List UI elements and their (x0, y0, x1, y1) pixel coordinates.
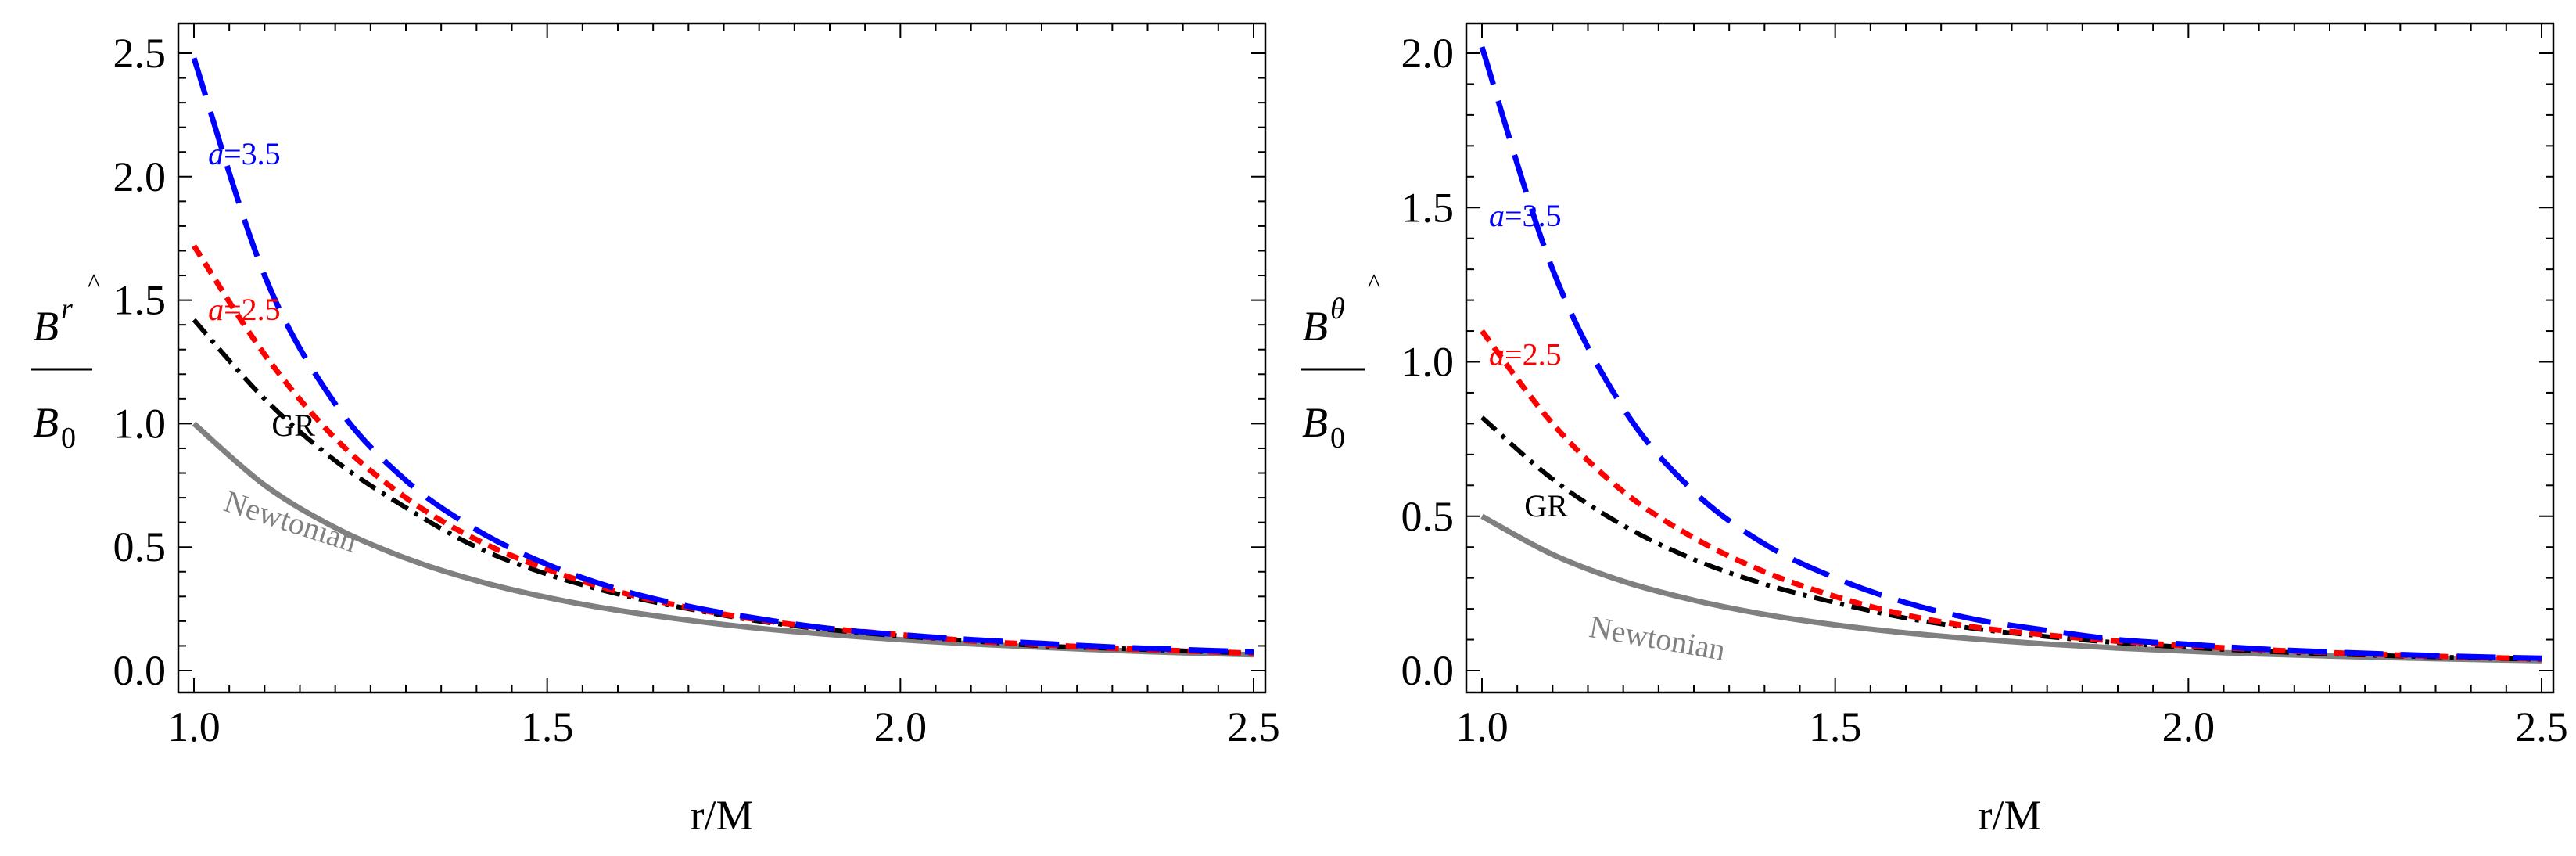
annotation-text: =2.5 (1505, 336, 1562, 372)
y-tick-label: 1.0 (1401, 339, 1455, 386)
annotation-text: =3.5 (1505, 198, 1562, 233)
series-annotation: Newtonian (1587, 609, 1728, 667)
series-line-a-2-5 (192, 244, 1254, 656)
y-axis-label-hat: ^ (1368, 269, 1380, 298)
y-tick-label: 0.5 (113, 523, 167, 570)
y-tick-label: 0.0 (1401, 647, 1455, 694)
annotation-text: =2.5 (224, 292, 281, 327)
y-axis-label-hat: ^ (88, 269, 100, 298)
annotation-italic: a (1489, 198, 1505, 233)
x-tick-label: 1.0 (167, 703, 221, 750)
annotation-text: GR (271, 408, 315, 443)
y-axis-label-denominator: B (33, 399, 59, 446)
x-tick-label: 2.5 (1227, 703, 1280, 750)
series-annotation: a=2.5 (1489, 336, 1562, 372)
y-axis-label-subscript: 0 (1330, 422, 1345, 455)
series-group (1479, 46, 2542, 664)
annotation-italic: a (1489, 336, 1505, 372)
y-tick-label: 1.5 (113, 277, 167, 324)
y-axis-label-superscript: θ (1330, 293, 1345, 325)
y-axis-label-subscript: 0 (61, 422, 76, 455)
x-axis-label: r/M (1979, 792, 2042, 839)
series-line-a-3-5 (1479, 46, 2542, 661)
plot-frame (1465, 22, 2555, 694)
series-annotation: GR (1524, 488, 1568, 523)
series-line-gr (192, 318, 1254, 656)
y-axis-label-denominator: B (1302, 399, 1328, 446)
x-tick-label: 1.5 (1809, 703, 1862, 750)
chart-panel-1: 1.0 1.5 2.0 2.50.00.51.01.52.02.5r/MB r^B 0a=… (31, 22, 1280, 839)
y-tick-label: 0.5 (1401, 493, 1455, 540)
x-tick-label: 2.5 (2515, 703, 2568, 750)
annotation-text: Newtonian (1587, 609, 1728, 667)
annotation-text: Newtonian (220, 484, 361, 559)
y-tick-label: 2.5 (113, 30, 167, 77)
plot-frame (177, 22, 1267, 694)
annotation-italic: a (208, 292, 224, 327)
y-tick-label: 2.0 (1401, 30, 1455, 77)
y-tick-label: 0.0 (113, 647, 167, 694)
annotation-text: =3.5 (224, 136, 281, 171)
x-axis-label: r/M (691, 792, 754, 839)
y-tick-label: 1.0 (113, 400, 167, 447)
series-annotation: a=3.5 (1489, 198, 1562, 233)
x-tick-label: 2.0 (2162, 703, 2215, 750)
x-tick-label: 1.5 (521, 703, 574, 750)
series-line-a-3-5 (191, 57, 1254, 655)
series-line-a-2-5 (1480, 329, 2542, 662)
annotation-text: GR (1524, 488, 1568, 523)
y-tick-label: 2.0 (113, 153, 167, 200)
series-annotation: Newtonian (220, 484, 361, 559)
y-axis-label-numerator: B (33, 303, 59, 350)
series-annotation: a=2.5 (208, 292, 281, 327)
x-tick-label: 2.0 (874, 703, 927, 750)
chart-panel-2: 1.0 1.5 2.0 2.50.00.51.01.52.0r/MB θ^B 0a=3.5… (1301, 22, 2568, 839)
series-annotation: a=3.5 (208, 136, 281, 171)
series-annotation: GR (271, 408, 315, 443)
y-axis-label-superscript: r (61, 293, 73, 325)
annotation-italic: a (208, 136, 224, 171)
x-tick-label: 1.0 (1455, 703, 1509, 750)
y-axis-label-numerator: B (1302, 303, 1328, 350)
y-tick-label: 1.5 (1401, 184, 1455, 231)
series-group (191, 57, 1254, 658)
